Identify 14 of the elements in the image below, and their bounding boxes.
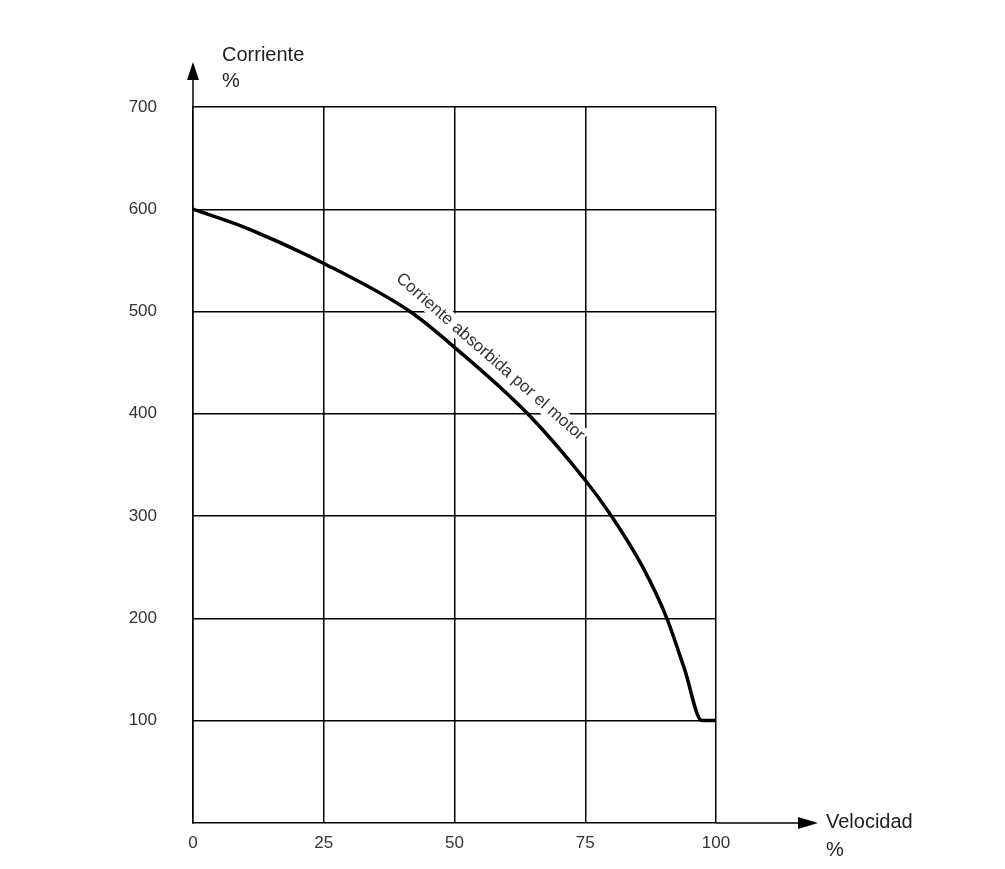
y-tick-label: 500 bbox=[128, 301, 157, 321]
y-tick-label: 300 bbox=[128, 505, 157, 525]
x-tick-label: 50 bbox=[445, 832, 464, 852]
y-tick-label: 700 bbox=[128, 96, 157, 116]
x-tick-label: 0 bbox=[188, 832, 198, 852]
y-tick-label: 600 bbox=[128, 198, 157, 218]
y-tick-label: 100 bbox=[128, 710, 157, 730]
x-axis-title: Velocidad % bbox=[826, 809, 913, 860]
x-tick-label: 75 bbox=[575, 832, 595, 852]
x-tick-label: 100 bbox=[701, 832, 731, 852]
y-axis-title: Corriente % bbox=[222, 42, 305, 91]
x-tick-label: 25 bbox=[314, 832, 334, 852]
y-tick-label: 400 bbox=[128, 403, 157, 423]
y-tick-label: 200 bbox=[128, 607, 157, 627]
